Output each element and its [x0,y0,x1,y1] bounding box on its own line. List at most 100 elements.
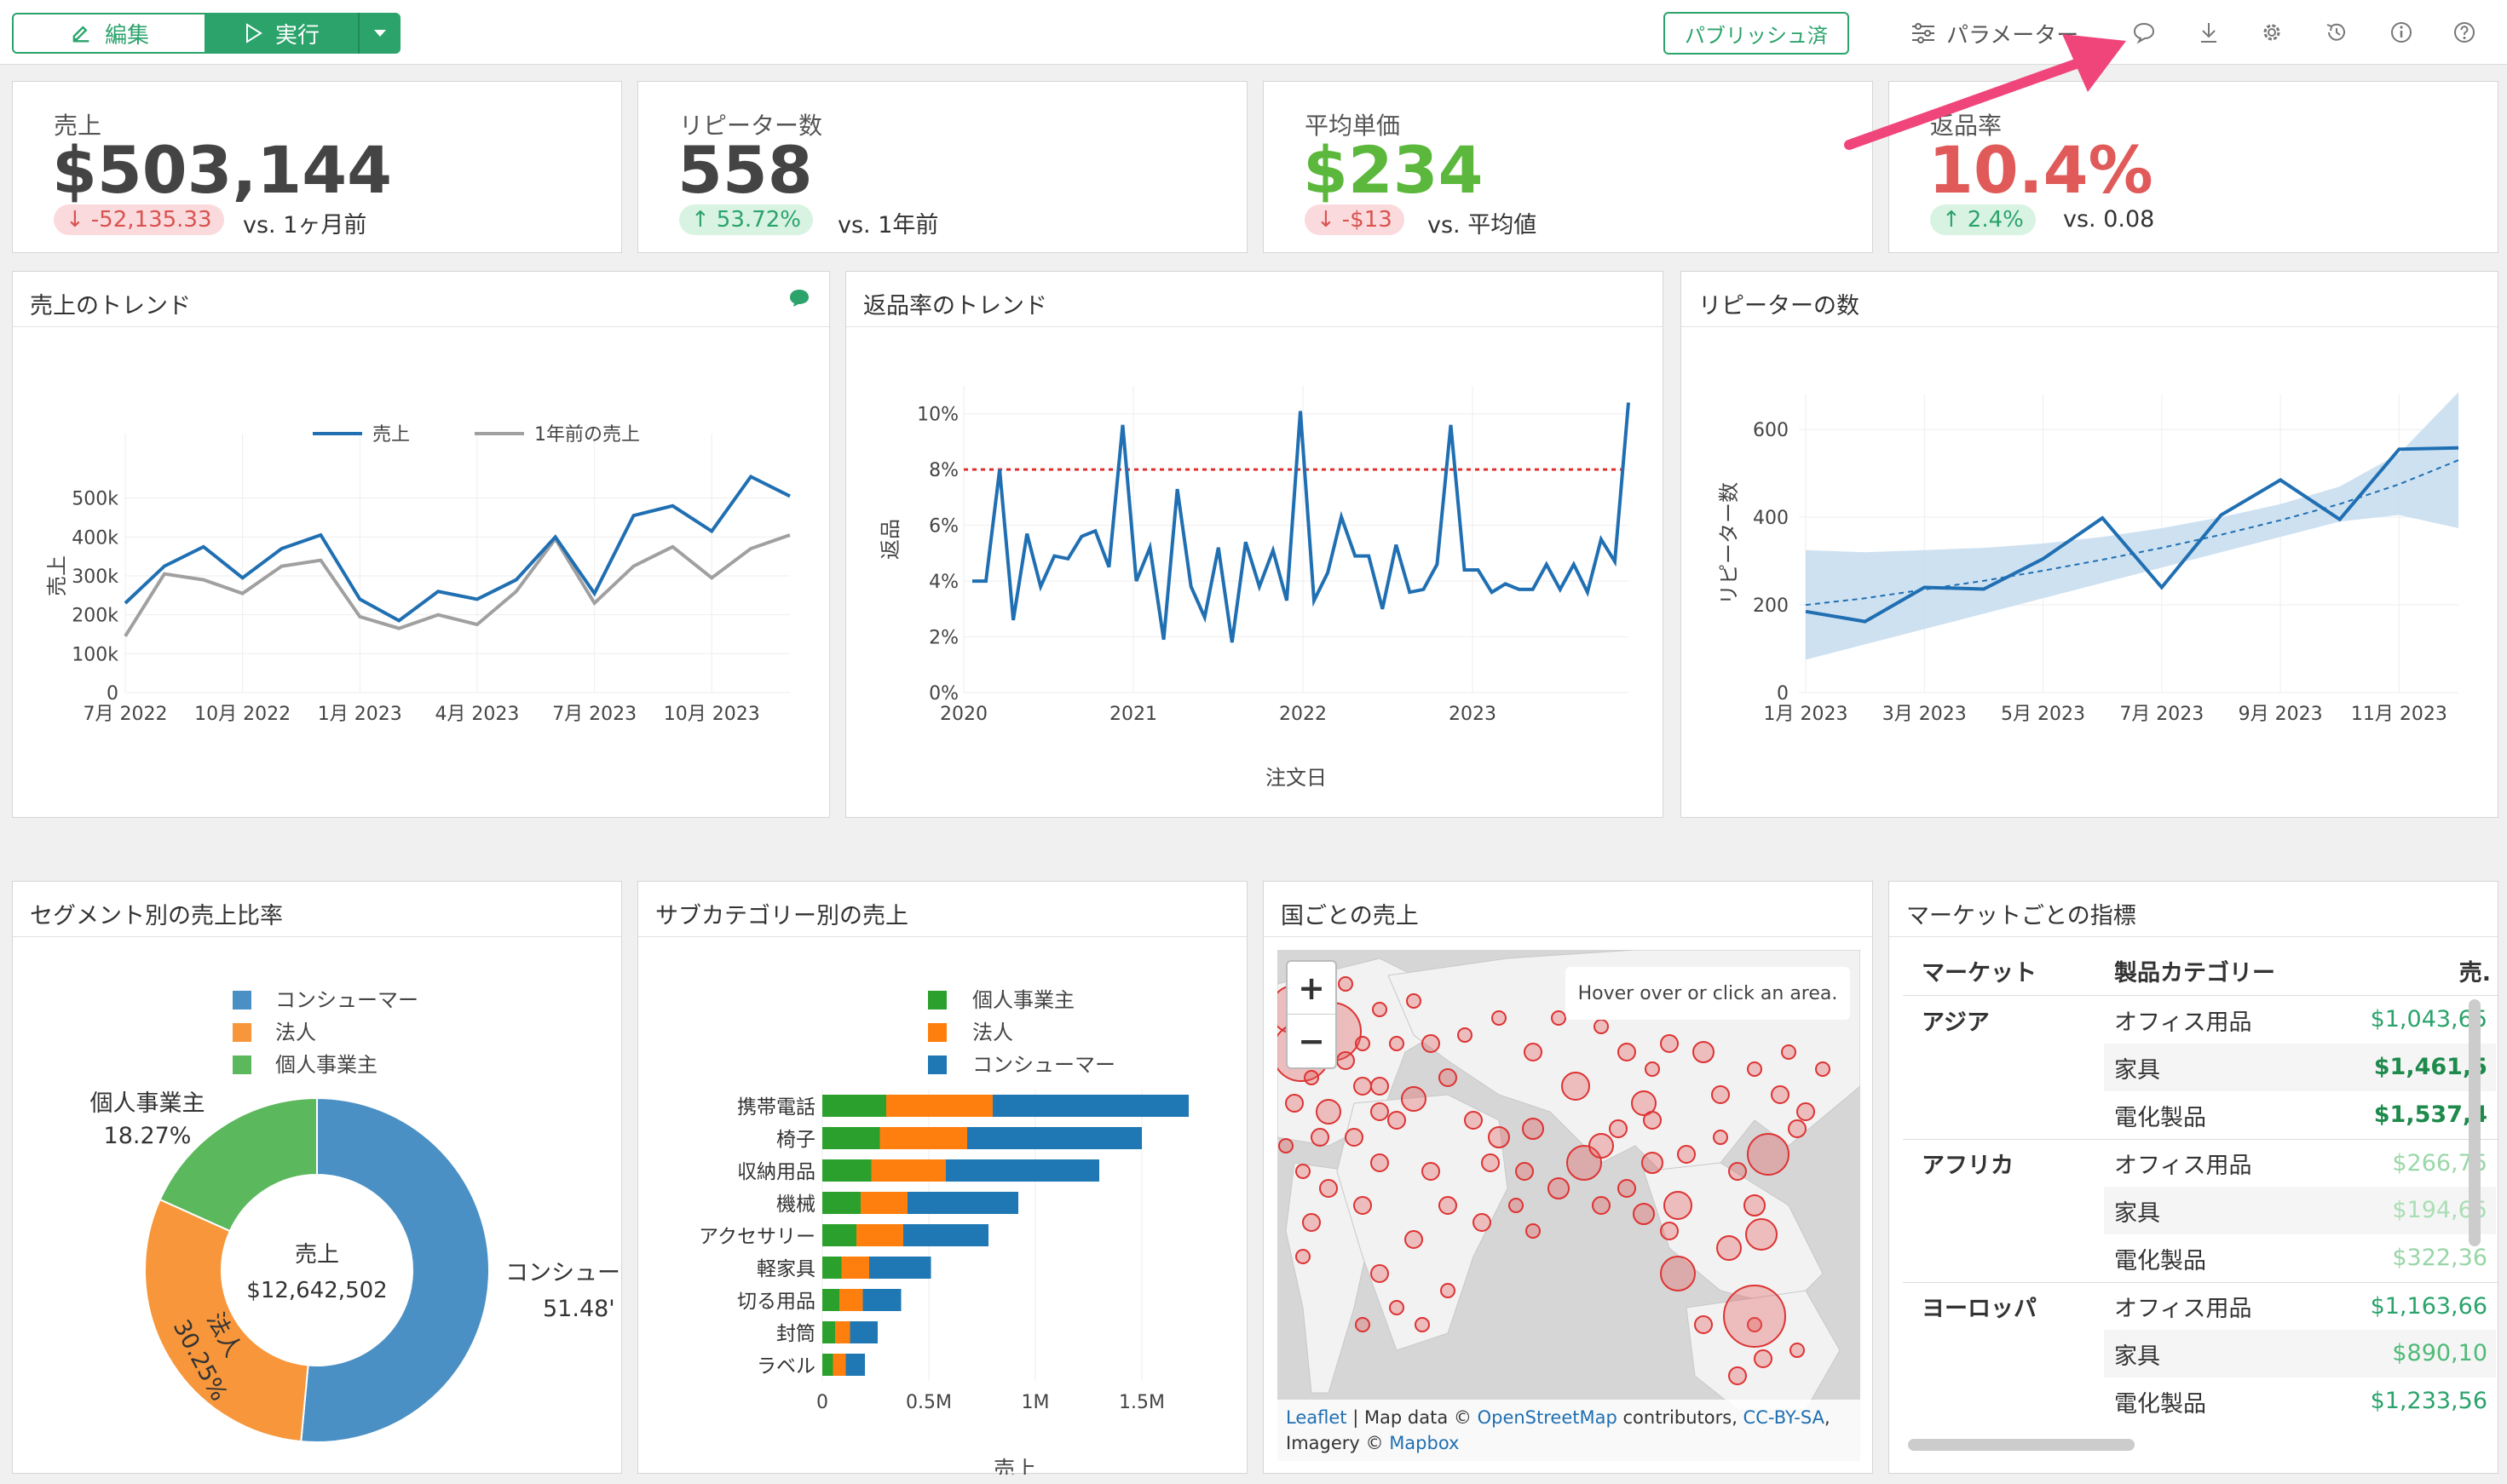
map-bubble[interactable] [1353,1077,1372,1096]
map-bubble[interactable] [1641,1152,1663,1174]
info-icon[interactable] [2388,19,2415,46]
run-button[interactable]: 実行 [206,13,358,54]
map-bubble[interactable] [1743,1194,1766,1217]
map-bubble[interactable] [1345,1128,1363,1147]
map-bubble[interactable] [1592,1196,1611,1215]
map-bubble[interactable] [1525,1223,1541,1239]
map-bubble[interactable] [1421,1162,1440,1181]
column-header-category[interactable]: 製品カテゴリー [2114,960,2275,986]
run-options-dropdown[interactable] [358,13,401,54]
map-bubble[interactable] [1643,1111,1662,1130]
map-bubble[interactable] [1355,1036,1370,1051]
comment-icon[interactable] [2130,19,2158,46]
download-icon[interactable] [2195,19,2222,46]
map-bubble[interactable] [1631,1090,1657,1116]
map-bubble[interactable] [1789,1343,1805,1358]
map-bubble[interactable] [1302,1213,1321,1232]
map-bubble[interactable] [1660,1034,1679,1053]
map-bubble[interactable] [1663,1191,1692,1220]
map-bubble[interactable] [1404,1230,1423,1249]
map-bubble[interactable] [1713,1130,1728,1145]
map-bubble[interactable] [1370,1264,1389,1283]
map-bubble[interactable] [1473,1213,1491,1232]
map-bubble[interactable] [1747,1133,1789,1176]
map-bubble[interactable] [1319,1179,1338,1198]
map-bubble[interactable] [1285,1094,1304,1113]
map-bubble[interactable] [1389,1036,1404,1051]
map-bubble[interactable] [1464,1111,1483,1130]
map-bubble[interactable] [1488,1126,1510,1148]
map-bubble[interactable] [1747,1061,1762,1077]
world-map[interactable]: + − Hover over or click an area. Leaflet… [1277,950,1860,1461]
vertical-scrollbar[interactable] [2469,999,2481,1246]
map-bubble[interactable] [1660,1222,1679,1240]
map-bubble[interactable] [1524,1043,1542,1061]
history-icon[interactable] [2323,19,2350,46]
map-bubble[interactable] [1370,1077,1389,1096]
map-bubble[interactable] [1515,1162,1534,1181]
map-bubble[interactable] [1372,1002,1387,1017]
map-bubble[interactable] [1561,1072,1590,1101]
gear-icon[interactable] [2258,19,2285,46]
column-header-market[interactable]: マーケット [1922,960,2037,986]
map-bubble[interactable] [1745,1218,1778,1251]
map-bubble[interactable] [1295,1249,1311,1264]
map-bubble[interactable] [1406,993,1421,1009]
map-bubble[interactable] [1588,1133,1614,1159]
map-bubble[interactable] [1711,1085,1730,1104]
map-bubble[interactable] [1316,1099,1341,1125]
map-bubble[interactable] [1594,1019,1609,1034]
map-bubble[interactable] [1481,1153,1500,1172]
map-bubble[interactable] [1389,1300,1404,1315]
map-bubble[interactable] [1336,1051,1355,1070]
map-bubble[interactable] [1401,1086,1426,1112]
license-link[interactable]: CC-BY-SA [1743,1407,1824,1428]
map-bubble[interactable] [1728,1366,1747,1385]
map-bubble[interactable] [1747,1317,1762,1332]
map-bubble[interactable] [1295,1164,1311,1179]
map-bubble[interactable] [1617,1043,1636,1061]
map-bubble[interactable] [1508,1198,1524,1213]
chat-icon[interactable] [788,287,810,309]
map-bubble[interactable] [1781,1044,1796,1060]
map-bubble[interactable] [1771,1085,1789,1104]
map-bubble[interactable] [1370,1153,1389,1172]
map-bubble[interactable] [1660,1256,1696,1291]
map-bubble[interactable] [1754,1349,1772,1368]
map-bubble[interactable] [1278,1138,1294,1153]
map-bubble[interactable] [1491,1010,1507,1026]
edit-button[interactable]: 編集 [12,13,206,54]
map-bubble[interactable] [1796,1102,1815,1121]
publish-button[interactable]: パブリッシュ済 [1663,12,1849,55]
map-bubble[interactable] [1522,1118,1544,1140]
zoom-out-button[interactable]: − [1298,1022,1325,1060]
map-bubble[interactable] [1694,1315,1713,1334]
map-bubble[interactable] [1547,1177,1570,1199]
map-bubble[interactable] [1415,1317,1430,1332]
map-bubble[interactable] [1370,1102,1389,1121]
map-bubble[interactable] [1617,1179,1636,1198]
leaflet-link[interactable]: Leaflet [1286,1407,1347,1428]
map-bubble[interactable] [1387,1111,1406,1130]
map-bubble[interactable] [1438,1068,1457,1087]
osm-link[interactable]: OpenStreetMap [1477,1407,1617,1428]
map-bubble[interactable] [1551,1010,1566,1026]
column-header-sales[interactable]: 売. [2458,960,2491,986]
map-bubble[interactable] [1440,1283,1455,1298]
map-bubble[interactable] [1716,1235,1742,1261]
map-bubble[interactable] [1692,1041,1715,1063]
map-bubble[interactable] [1421,1034,1440,1053]
map-bubble[interactable] [1815,1061,1830,1077]
map-bubble[interactable] [1355,1317,1370,1332]
map-bubble[interactable] [1457,1027,1473,1043]
map-bubble[interactable] [1353,1196,1372,1215]
map-bubble[interactable] [1438,1196,1457,1215]
map-bubble[interactable] [1645,1061,1660,1077]
mapbox-link[interactable]: Mapbox [1389,1433,1460,1453]
help-icon[interactable] [2451,19,2478,46]
map-bubble[interactable] [1311,1128,1329,1147]
map-bubble[interactable] [1633,1203,1655,1225]
zoom-in-button[interactable]: + [1288,962,1335,1015]
horizontal-scrollbar[interactable] [1908,1439,2135,1451]
map-bubble[interactable] [1677,1145,1696,1164]
